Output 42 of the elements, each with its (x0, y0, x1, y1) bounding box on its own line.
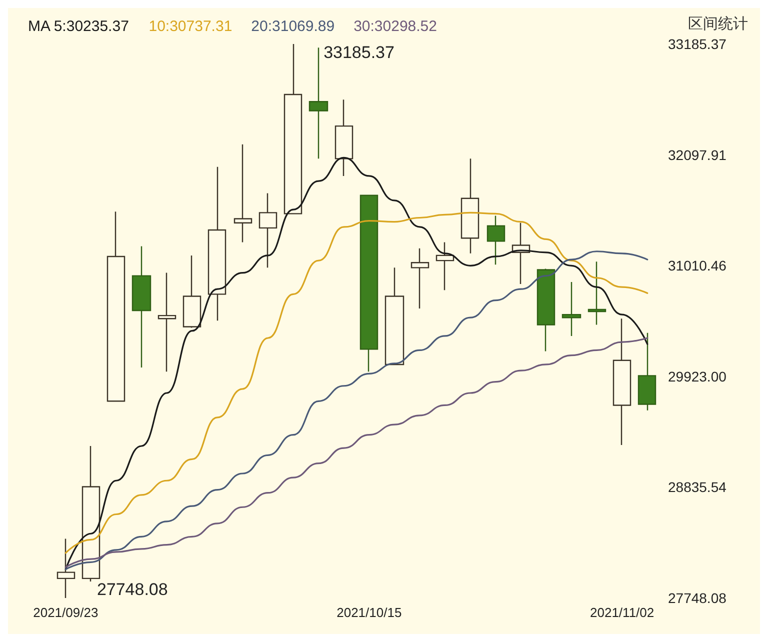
x-tick-label: 2021/10/15 (336, 605, 402, 620)
y-tick-label: 33185.37 (668, 36, 727, 52)
candlestick (182, 254, 202, 328)
candlestick (410, 248, 430, 310)
y-tick-label: 31010.46 (668, 258, 727, 274)
candlestick (208, 166, 226, 322)
candlestick (56, 538, 76, 599)
x-tick-label: 2021/11/02 (590, 605, 654, 620)
line-series (64, 156, 648, 570)
candlestick (234, 144, 252, 243)
candlestick (562, 281, 582, 337)
candlestick (436, 242, 454, 291)
candlestick (106, 211, 126, 402)
candlestick (334, 98, 354, 177)
annotation: 33185.37 (324, 43, 394, 62)
line-series (64, 212, 648, 554)
y-tick-label: 27748.08 (668, 590, 727, 606)
line-series (64, 250, 648, 570)
y-tick-label: 32097.91 (668, 146, 727, 163)
annotation: 27748.08 (96, 580, 168, 599)
candlestick (258, 192, 278, 268)
text: 区间统计 (688, 14, 748, 32)
candlestick (284, 43, 302, 214)
candlestick (132, 246, 152, 368)
candlestick (360, 194, 378, 372)
line-series (64, 337, 648, 568)
candlestick (638, 332, 656, 411)
candlestick (486, 215, 506, 266)
text: 20:31069.89 (251, 18, 335, 35)
text: 10:30737.31 (148, 18, 232, 35)
candlestick (612, 318, 632, 446)
candlestick (460, 158, 480, 254)
y-tick-label: 29923.00 (668, 368, 727, 384)
candlestick (384, 267, 404, 366)
candlestick (158, 272, 176, 372)
candlestick (588, 260, 606, 326)
text: MA 5:30235.37 (28, 18, 129, 35)
text: 30:30298.52 (354, 18, 437, 35)
candlestick (536, 268, 556, 352)
x-tick-label: 2021/09/23 (33, 605, 98, 620)
y-tick-label: 28835.54 (668, 479, 727, 496)
candlestick (82, 445, 100, 582)
